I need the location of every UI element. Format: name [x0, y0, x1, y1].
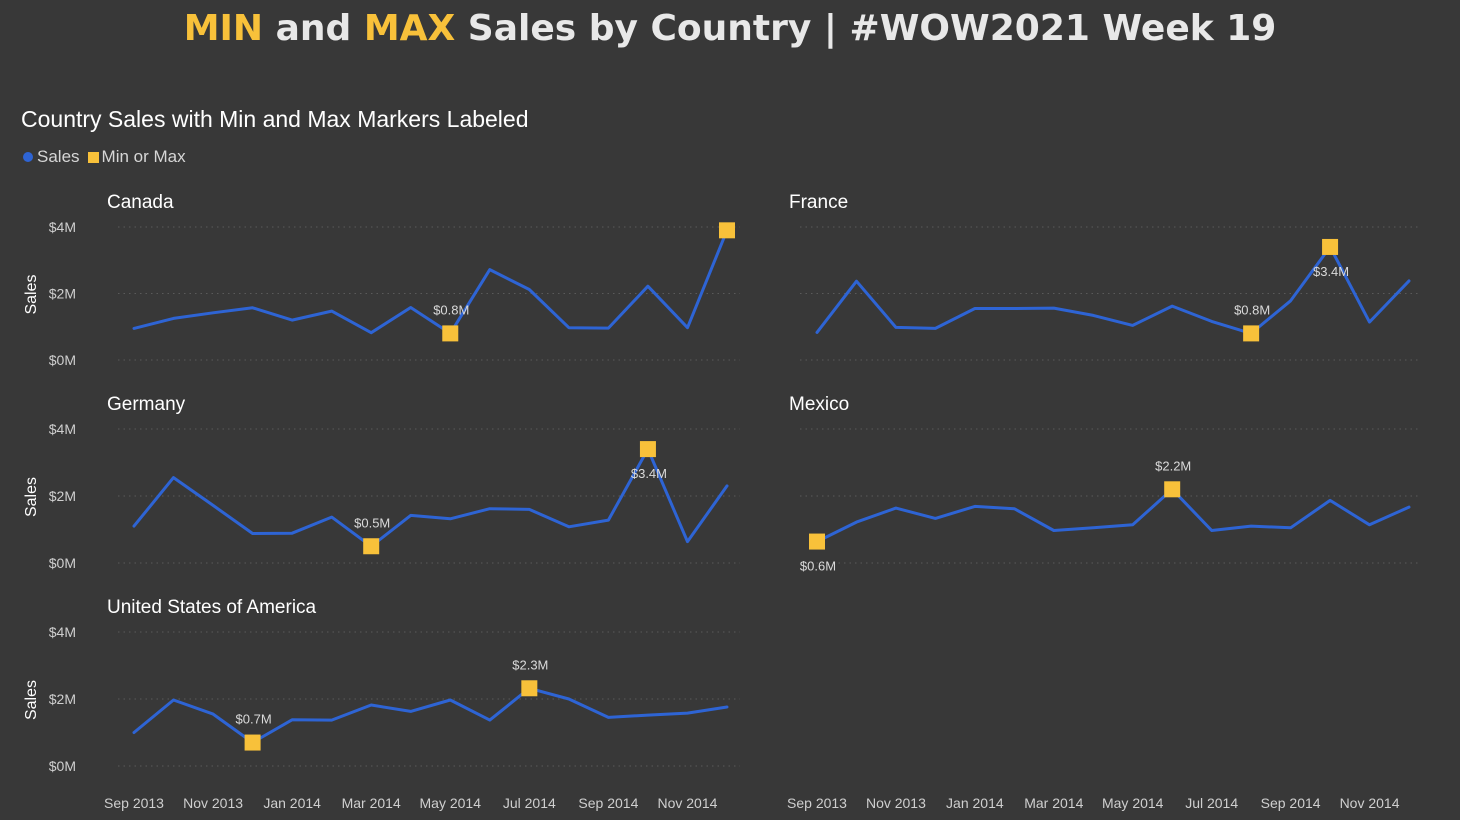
data-label-united-states-of-america: $0.7M: [236, 712, 272, 727]
y-tick-label-canada: $0M: [49, 352, 76, 368]
data-label-germany: $3.4M: [631, 466, 667, 481]
x-tick-label: Nov 2013: [183, 795, 243, 811]
y-tick-label-united-states-of-america: $4M: [49, 624, 76, 640]
panel-title-france: France: [789, 192, 848, 213]
x-tick-label: Jul 2014: [1185, 795, 1238, 811]
chart-subtitle: Country Sales with Min and Max Markers L…: [21, 106, 529, 132]
min-max-marker-mexico: [809, 533, 825, 550]
panel-title-united-states-of-america: United States of America: [107, 597, 317, 618]
title-and: and: [263, 8, 364, 49]
y-axis-title-germany: Sales: [23, 477, 40, 517]
panel-title-mexico: Mexico: [789, 394, 849, 415]
x-tick-label: Mar 2014: [342, 795, 401, 811]
x-tick-label: Nov 2014: [657, 795, 717, 811]
series-line-germany: [132, 447, 729, 548]
x-tick-label: Sep 2014: [578, 795, 638, 811]
panel-title-germany: Germany: [107, 394, 186, 415]
legend-square-icon: [87, 151, 99, 163]
title-min: MIN: [183, 8, 264, 49]
y-tick-label-germany: $2M: [49, 488, 76, 504]
y-axis-title-united-states-of-america: Sales: [23, 680, 40, 720]
panel-title-canada: Canada: [107, 192, 174, 213]
data-label-mexico: $0.6M: [800, 559, 836, 574]
x-tick-label: Jan 2014: [263, 795, 321, 811]
legend-item-sales[interactable]: Sales: [21, 147, 80, 167]
title-rest: Sales by Country | #WOW2021 Week 19: [455, 8, 1277, 49]
x-tick-label: May 2014: [420, 795, 482, 811]
page-title: MIN and MAX Sales by Country | #WOW2021 …: [0, 8, 1460, 49]
min-max-marker-canada: [442, 325, 459, 342]
x-tick-label: Sep 2013: [104, 795, 164, 811]
y-tick-label-united-states-of-america: $0M: [49, 758, 76, 774]
min-max-marker-germany: [639, 441, 656, 458]
min-max-marker-germany: [363, 538, 380, 555]
x-tick-label: Mar 2014: [1024, 795, 1083, 811]
min-max-marker-united-states-of-america: [521, 680, 538, 697]
series-line-mexico: [815, 487, 1411, 544]
legend-dot-icon: [23, 152, 33, 162]
x-tick-label: Sep 2013: [787, 795, 847, 811]
x-tick-label: Nov 2014: [1340, 795, 1400, 811]
title-max: MAX: [363, 8, 456, 49]
series-line-canada: [132, 228, 729, 335]
min-max-marker-united-states-of-america: [244, 734, 261, 751]
min-max-marker-france: [1322, 238, 1339, 255]
series-line-united-states-of-america: [132, 686, 729, 744]
x-tick-label: Jan 2014: [946, 795, 1004, 811]
chart-legend: Sales Min or Max: [21, 147, 186, 167]
x-tick-label: Jul 2014: [503, 795, 556, 811]
y-axis-title-canada: Sales: [23, 274, 40, 314]
legend-label-sales: Sales: [37, 147, 80, 166]
min-max-marker-mexico: [1164, 481, 1181, 498]
data-label-germany: $0.5M: [354, 515, 390, 530]
y-tick-label-canada: $2M: [49, 286, 76, 302]
y-tick-label-germany: $4M: [49, 421, 76, 437]
series-line-france: [815, 245, 1411, 335]
legend-item-min-or-max[interactable]: Min or Max: [80, 147, 186, 167]
y-tick-label-germany: $0M: [49, 555, 76, 571]
x-tick-label: Nov 2013: [866, 795, 926, 811]
min-max-marker-canada: [719, 222, 735, 239]
data-label-canada: $0.8M: [433, 302, 469, 317]
min-max-marker-france: [1243, 325, 1260, 342]
y-tick-label-canada: $4M: [49, 219, 76, 235]
x-tick-label: May 2014: [1102, 795, 1164, 811]
data-label-mexico: $2.2M: [1155, 458, 1191, 473]
data-label-united-states-of-america: $2.3M: [512, 657, 548, 672]
x-tick-label: Sep 2014: [1261, 795, 1321, 811]
data-label-france: $0.8M: [1234, 302, 1270, 317]
legend-label-min-or-max: Min or Max: [101, 147, 186, 166]
data-label-france: $3.4M: [1313, 264, 1349, 279]
y-tick-label-united-states-of-america: $2M: [49, 691, 76, 707]
